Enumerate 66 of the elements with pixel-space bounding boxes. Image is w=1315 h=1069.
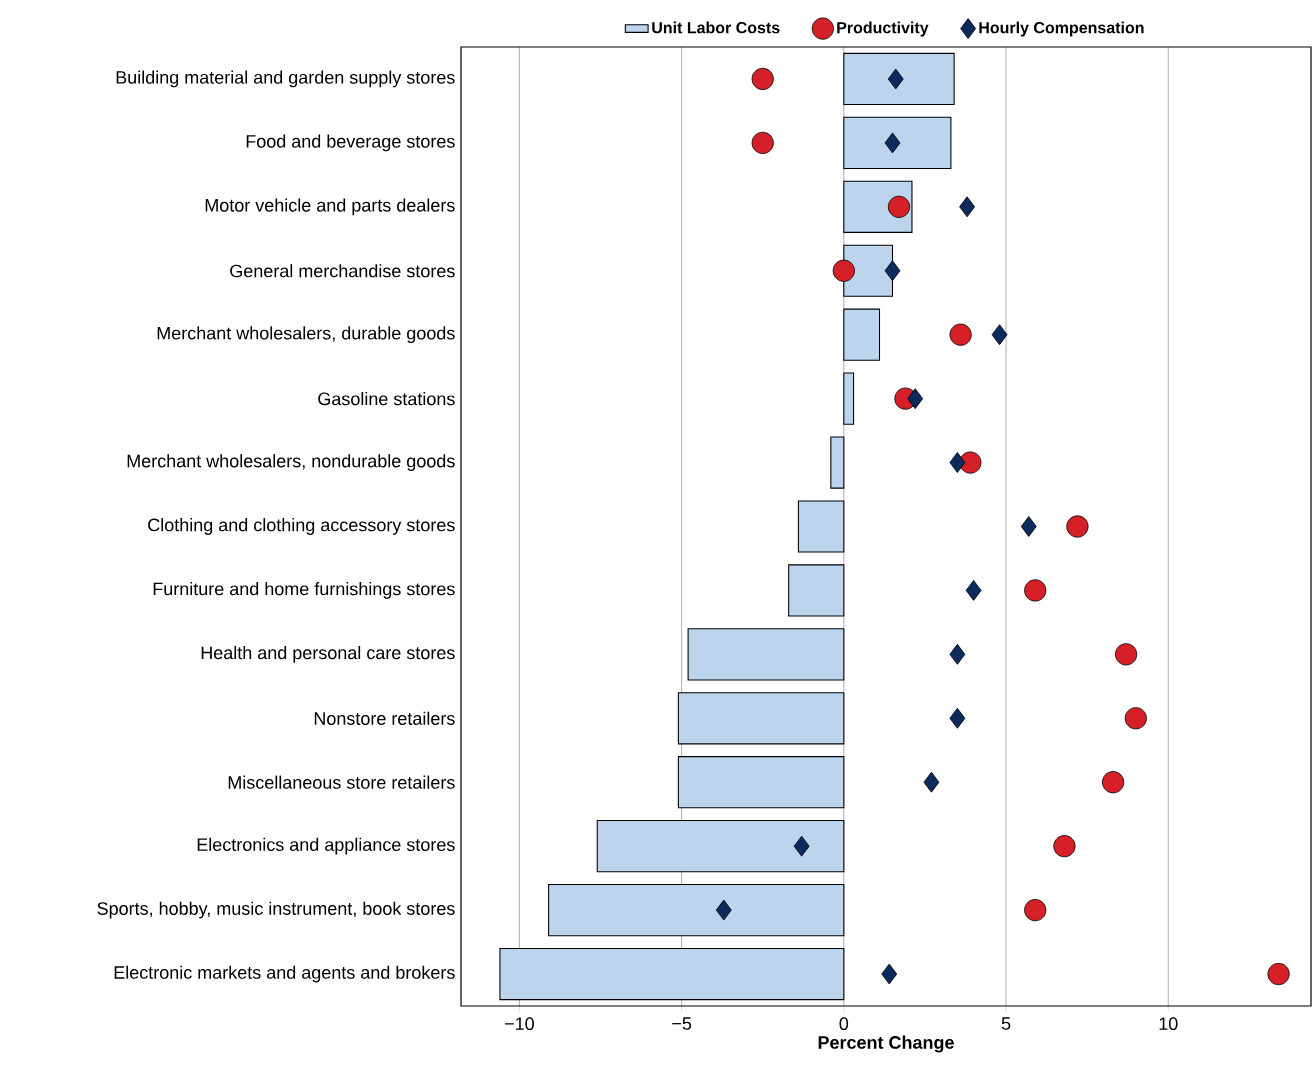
point <box>1024 579 1047 602</box>
bar <box>687 628 845 681</box>
point <box>1124 707 1147 730</box>
x-tick-label: 5 <box>1001 1017 1011 1030</box>
point <box>949 452 966 473</box>
point <box>881 963 898 985</box>
point <box>884 260 901 282</box>
legend-label: Hourly Compensation <box>979 21 1144 37</box>
point <box>1020 516 1037 537</box>
bar <box>843 308 881 361</box>
y-tick-label: Gasoline stations <box>318 392 455 406</box>
y-tick-label: Building material and garden supply stores <box>116 70 455 88</box>
point <box>959 196 976 218</box>
point <box>949 323 972 346</box>
point <box>1102 771 1125 794</box>
point <box>949 643 966 665</box>
bar <box>843 52 955 106</box>
x-axis-title: Percent Change <box>818 1035 954 1053</box>
point <box>949 707 966 729</box>
y-tick-label: Motor vehicle and parts dealers <box>205 198 455 216</box>
bar <box>797 500 845 553</box>
y-tick-label: Furniture and home furnishings stores <box>153 582 455 599</box>
point <box>715 899 732 921</box>
bar <box>677 756 845 809</box>
point <box>751 67 774 91</box>
point <box>991 324 1008 346</box>
bar <box>830 436 845 489</box>
y-tick-label: Nonstore retailers <box>314 711 455 725</box>
y-tick-label: Merchant wholesalers, durable goods <box>157 326 455 344</box>
x-tick-label: −5 <box>672 1017 692 1030</box>
point <box>1267 962 1290 986</box>
x-tick-label: 0 <box>839 1017 849 1031</box>
point <box>907 388 924 410</box>
y-tick-label: Miscellaneous store retailers <box>228 775 455 789</box>
y-tick-label: Electronics and appliance stores <box>197 837 455 855</box>
legend-label: Productivity <box>837 21 929 37</box>
y-tick-label: Health and personal care stores <box>201 645 455 663</box>
point <box>793 835 810 857</box>
point <box>887 68 904 90</box>
bar <box>548 883 845 937</box>
bar <box>596 820 845 873</box>
y-tick-label: Sports, hobby, music instrument, book stores <box>97 901 455 919</box>
y-tick-label: Electronic markets and agents and brokers <box>114 965 455 983</box>
point <box>1053 835 1076 858</box>
point <box>1024 899 1047 922</box>
point <box>884 132 901 154</box>
point <box>751 131 774 154</box>
x-tick-label: −10 <box>505 1017 534 1031</box>
point <box>965 580 982 601</box>
bar <box>499 947 845 1001</box>
y-tick-label: Merchant wholesalers, nondurable goods <box>127 454 455 471</box>
x-tick-label: 10 <box>1159 1017 1178 1031</box>
bar <box>788 564 845 617</box>
y-tick-label: Clothing and clothing accessory stores <box>148 518 455 535</box>
point <box>1066 515 1089 538</box>
point <box>832 259 855 282</box>
point <box>887 195 911 218</box>
bar <box>677 692 845 745</box>
y-tick-label: Food and beverage stores <box>246 134 455 152</box>
y-tick-label: General merchandise stores <box>230 264 455 278</box>
point <box>1115 643 1138 666</box>
point <box>959 451 982 474</box>
bar <box>843 116 952 170</box>
legend-label: Unit Labor Costs <box>652 21 780 34</box>
bar <box>843 372 855 425</box>
point <box>923 771 940 793</box>
